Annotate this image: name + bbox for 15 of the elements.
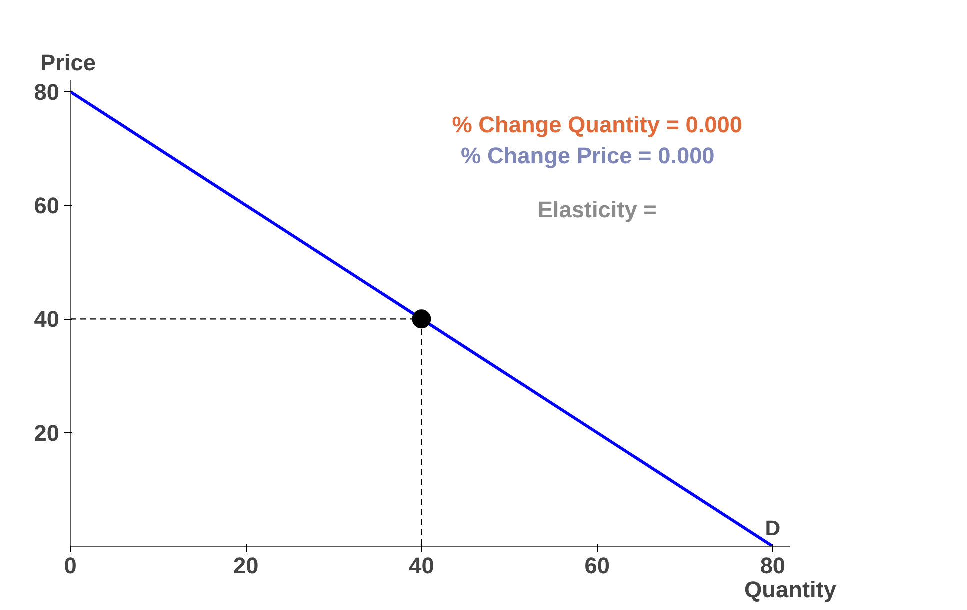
x-tick-label: 60 — [584, 552, 610, 578]
annotation: Elasticity = — [538, 196, 657, 223]
annotation: % Change Price = 0.000 — [461, 142, 715, 169]
x-tick-label: 80 — [760, 552, 786, 578]
x-axis-title: Quantity — [744, 576, 837, 602]
y-tick-label: 40 — [34, 306, 60, 332]
y-tick-label: 80 — [34, 78, 60, 105]
y-tick-label: 60 — [34, 192, 60, 219]
y-axis-title: Price — [40, 50, 96, 76]
x-tick-label: 40 — [409, 552, 434, 578]
y-tick-label: 20 — [34, 420, 60, 446]
x-tick-label: 20 — [234, 552, 259, 578]
x-tick-label: 0 — [64, 552, 77, 578]
annotation: D — [765, 516, 781, 540]
annotation: % Change Quantity = 0.000 — [452, 111, 742, 138]
